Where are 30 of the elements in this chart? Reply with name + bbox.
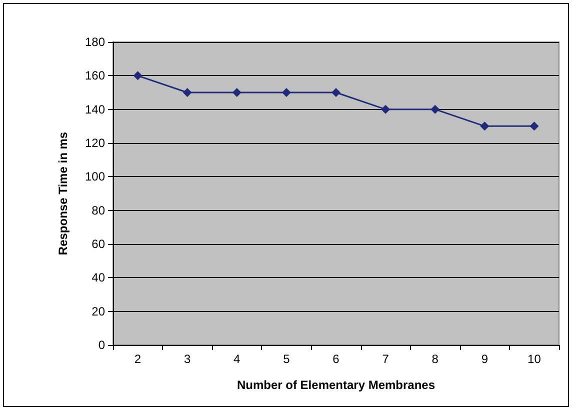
y-tick-label: 120 — [84, 136, 106, 150]
y-tick-label: 20 — [92, 304, 106, 318]
y-tick-label: 180 — [84, 35, 106, 49]
x-tick-label: 3 — [184, 352, 191, 366]
x-tick-label: 4 — [234, 352, 241, 366]
point — [282, 88, 291, 97]
point — [530, 122, 539, 131]
point — [381, 104, 390, 114]
x-tick-label: 5 — [283, 352, 290, 366]
x-tick-label: 2 — [134, 352, 142, 366]
point — [430, 104, 440, 114]
x-tick-label: 8 — [432, 352, 439, 366]
x-tick-label: 6 — [332, 352, 340, 366]
y-tick-label: 80 — [92, 203, 106, 218]
y-tick-label: 40 — [92, 270, 106, 285]
x-tick-label: 7 — [382, 352, 390, 366]
x-tick-label: 9 — [481, 352, 488, 366]
y-tick-label: 0 — [98, 338, 106, 352]
y-tick-label: 60 — [92, 237, 106, 251]
y-tick-label: 100 — [84, 170, 106, 184]
point — [332, 88, 340, 97]
point — [182, 88, 192, 97]
y-tick-label: 140 — [84, 102, 106, 116]
x-axis-title: Number of Elementary Membranes — [236, 378, 436, 392]
point — [232, 88, 242, 97]
x-tick-label: 10 — [528, 352, 542, 366]
point — [480, 122, 490, 131]
y-axis-title: Response Time in ms — [56, 132, 70, 256]
point — [133, 71, 142, 80]
y-tick-label: 160 — [84, 68, 106, 83]
